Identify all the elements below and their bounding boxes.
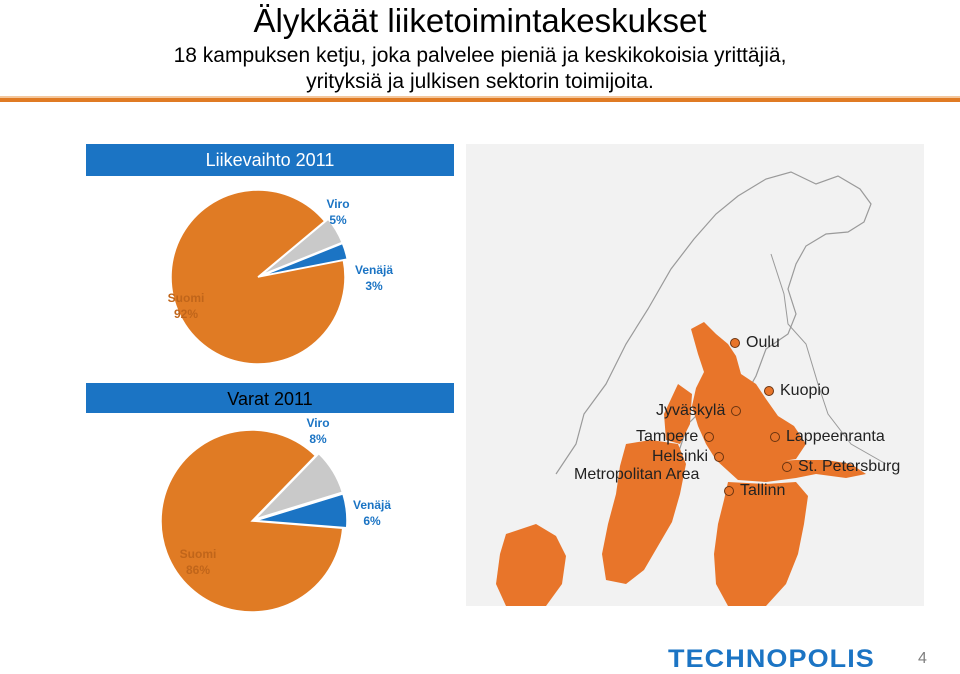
city-kuopio: Kuopio (764, 382, 830, 400)
location-marker-icon (770, 432, 780, 442)
city-label: Jyväskylä (656, 402, 726, 419)
slice-name-label: Viro (326, 197, 349, 211)
title-divider-highlight (0, 96, 960, 98)
pie-chart-liikevaihto: Suomi 92% Viro 5% Venäjä 3% (168, 189, 393, 365)
location-marker-icon (724, 486, 734, 496)
city-label: Tallinn (740, 482, 786, 499)
slice-value-label: 8% (309, 432, 327, 446)
location-marker-icon (782, 462, 792, 472)
location-marker-icon (730, 338, 740, 348)
page-subtitle: 18 kampuksen ketju, joka palvelee pieniä… (173, 44, 787, 93)
slice-name-label: Suomi (180, 547, 217, 561)
slice-value-label: 6% (363, 514, 381, 528)
pie-slice-viro (254, 452, 344, 520)
slice-name-label: Suomi (168, 291, 205, 305)
city-lappeenranta: Lappeenranta (770, 428, 885, 446)
city-label: Kuopio (780, 382, 830, 399)
location-marker-icon (714, 452, 725, 462)
city-metropolitan-area: Metropolitan Area (574, 466, 699, 484)
city-tallinn: Tallinn (724, 482, 785, 500)
location-marker-icon (704, 432, 715, 442)
slice-name-label: Venäjä (353, 498, 391, 512)
technopolis-logo: TECHNOPOLIS (668, 645, 875, 673)
slice-value-label: 86% (186, 563, 210, 577)
finland-shape (691, 322, 806, 466)
city-label: Helsinki (652, 448, 709, 465)
pie-chart-varat: Suomi 86% Viro 8% Venäjä 6% (160, 416, 391, 613)
map-panel: Oulu Kuopio Jyväskylä Tampere Lappeenran… (466, 144, 924, 606)
location-marker-icon (764, 386, 774, 396)
nordic-map (496, 171, 887, 606)
pie-slice-suomi (170, 189, 346, 365)
city-tampere: Tampere (636, 428, 715, 446)
city-jyvaskyla: Jyväskylä (656, 402, 742, 420)
slice-value-label: 3% (365, 279, 383, 293)
city-label: Lappeenranta (786, 428, 885, 445)
city-label: Metropolitan Area (574, 466, 700, 483)
baltic-states-shape (714, 482, 808, 606)
slice-name-label: Viro (306, 416, 329, 430)
slice-name-label: Venäjä (355, 263, 393, 277)
denmark-shape (496, 524, 566, 606)
city-oulu: Oulu (730, 334, 780, 352)
chart-title-liikevaihto: Liikevaihto 2011 (86, 144, 454, 176)
chart-title-varat: Varat 2011 (86, 383, 454, 413)
city-label: Tampere (636, 428, 699, 445)
location-marker-icon (731, 406, 742, 416)
sweden-south-shape (602, 440, 686, 584)
city-label: Oulu (746, 334, 780, 351)
bothnia-coast-shape (664, 384, 692, 444)
pie-slice-suomi (160, 429, 344, 613)
page-number: 4 (918, 650, 927, 667)
pie-slice-venäjä (261, 242, 349, 277)
gulf-of-finland-region (716, 460, 866, 482)
finland-russia-border (770, 253, 887, 465)
city-st-petersburg: St. Petersburg (782, 458, 900, 476)
slice-value-label: 5% (329, 213, 347, 227)
city-label: St. Petersburg (798, 458, 901, 475)
page-title: Älykkäät liiketoimintakeskukset (253, 2, 707, 39)
city-helsinki: Helsinki (652, 448, 725, 466)
title-divider (0, 98, 960, 102)
pie-slice-venäjä (255, 492, 348, 529)
slice-value-label: 92% (174, 307, 198, 321)
pie-slice-viro (260, 218, 344, 276)
